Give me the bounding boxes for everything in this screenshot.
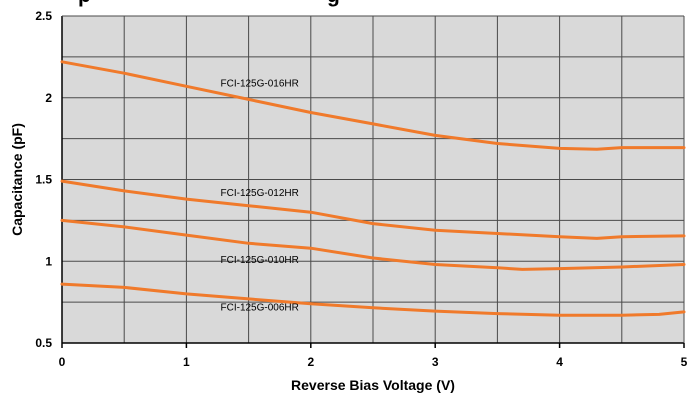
series-line-fci-125g-016hr (60, 60, 686, 151)
series-layer (60, 60, 686, 317)
x-axis-label: Reverse Bias Voltage (V) (291, 377, 455, 393)
axes (61, 15, 685, 348)
y-tick-label: 1 (45, 254, 52, 268)
y-tick-label: 2 (45, 91, 52, 105)
series-label-fci-125g-012hr: FCI-125G-012HR (221, 188, 299, 199)
x-tick-label: 2 (307, 355, 314, 369)
tick-labels: 0 1 2 3 4 5 0.5 1 1.5 2 2.5 (35, 9, 687, 369)
y-axis-label: Capacitance (pF) (9, 123, 25, 236)
x-tick-label: 4 (556, 355, 563, 369)
y-tick-label: 1.5 (35, 173, 52, 187)
x-tick-label: 3 (432, 355, 439, 369)
series-line-fci-125g-006hr (60, 282, 686, 317)
x-tick-label: 5 (681, 355, 688, 369)
series-labels: FCI-125G-016HR FCI-125G-012HR FCI-125G-010… (221, 78, 299, 313)
series-label-fci-125g-006hr: FCI-125G-006HR (221, 302, 299, 313)
series-label-fci-125g-010hr: FCI-125G-010HR (221, 255, 299, 266)
x-tick-label: 1 (183, 355, 190, 369)
grid-lines (62, 16, 684, 343)
x-tick-label: 0 (59, 355, 66, 369)
series-line-fci-125g-012hr (60, 179, 686, 240)
y-tick-label: 0.5 (35, 336, 52, 350)
title-fragment-p: p (78, 0, 91, 7)
y-tick-label: 2.5 (35, 9, 52, 23)
chart-title-cropped: pg (78, 0, 340, 7)
series-label-fci-125g-016hr: FCI-125G-016HR (221, 78, 299, 89)
title-fragment-g: g (327, 0, 340, 7)
series-line-fci-125g-010hr (60, 218, 686, 271)
